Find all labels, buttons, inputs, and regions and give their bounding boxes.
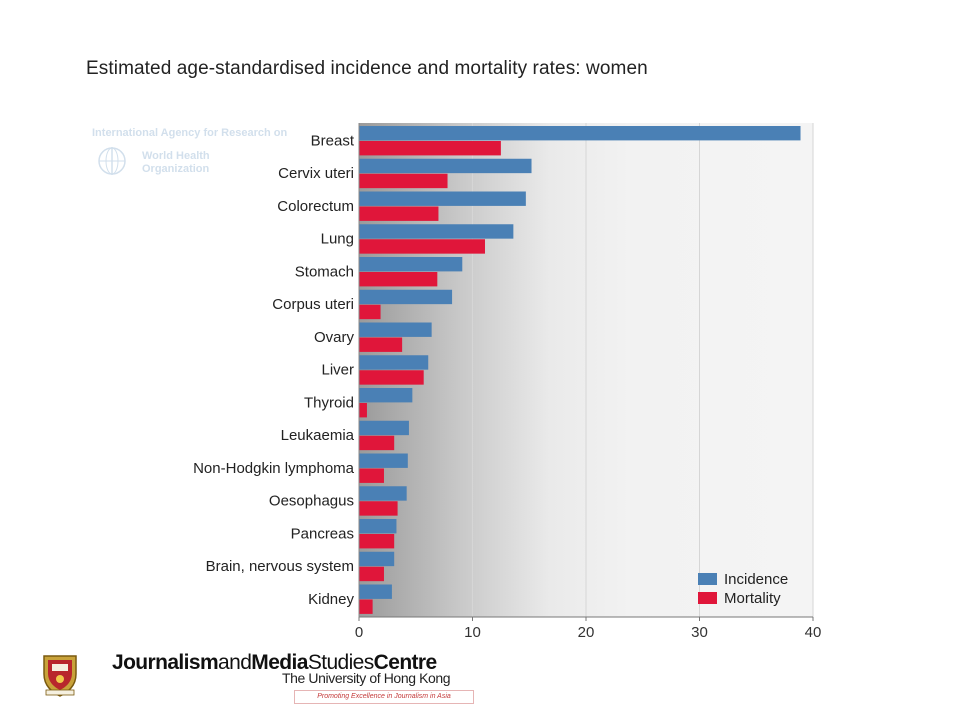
bar-mortality	[359, 435, 395, 451]
watermark-who-line1: World Health	[142, 150, 210, 162]
bar-incidence	[359, 420, 409, 436]
category-label: Non-Hodgkin lymphoma	[193, 460, 355, 477]
brand-part-journalism: Journalism	[112, 651, 219, 674]
bar-incidence	[359, 551, 395, 567]
category-label: Kidney	[308, 591, 354, 608]
legend-swatch-incidence	[698, 573, 717, 585]
bar-incidence	[359, 322, 432, 337]
category-label: Stomach	[295, 263, 354, 280]
footer-tagline: Promoting Excellence in Journalism in As…	[294, 690, 474, 704]
bar-incidence	[359, 355, 429, 370]
bar-incidence	[359, 453, 408, 468]
category-label: Thyroid	[304, 394, 354, 411]
bar-incidence	[359, 519, 397, 534]
category-label: Ovary	[314, 329, 355, 346]
category-label: Liver	[321, 362, 354, 379]
bar-mortality	[359, 566, 384, 582]
category-label: Brain, nervous system	[206, 558, 354, 575]
bar-mortality	[359, 534, 395, 549]
brand-part-and: and	[218, 651, 252, 674]
x-tick-label: 30	[691, 624, 708, 641]
bar-mortality	[359, 337, 403, 352]
bar-mortality	[359, 599, 373, 614]
bar-mortality	[359, 501, 398, 516]
category-label: Corpus uteri	[272, 296, 354, 313]
x-tick-label: 40	[805, 624, 822, 641]
watermark-who-line2: Organization	[142, 163, 210, 175]
legend: Incidence Mortality	[698, 571, 788, 607]
bar-incidence	[359, 584, 392, 599]
brand-part-studies: Studies	[307, 651, 374, 674]
bar-mortality	[359, 468, 384, 483]
bar-mortality	[359, 370, 424, 385]
bar-incidence	[359, 289, 453, 305]
bar-incidence	[359, 126, 801, 141]
bar-mortality	[359, 206, 439, 221]
hku-crest-icon	[40, 652, 80, 698]
brand-part-media: Media	[251, 651, 308, 674]
bar-incidence	[359, 388, 413, 403]
x-axis: 0 10 20 30 40	[355, 123, 822, 641]
category-label: Colorectum	[277, 198, 354, 215]
watermark: International Agency for Research on Wor…	[92, 127, 287, 175]
category-label: Oesophagus	[269, 493, 354, 510]
bar-mortality	[359, 173, 448, 189]
bars	[359, 126, 801, 614]
who-emblem-icon	[98, 147, 126, 175]
bar-mortality	[359, 239, 485, 254]
x-tick-label: 10	[464, 624, 481, 641]
bar-incidence	[359, 257, 463, 272]
bar-mortality	[359, 304, 381, 320]
bar-incidence	[359, 486, 407, 501]
category-labels: Breast Cervix uteri Colorectum Lung Stomach C…	[193, 132, 355, 608]
category-label: Lung	[321, 231, 354, 248]
brand-part-centre: Centre	[373, 651, 438, 674]
legend-swatch-mortality	[698, 592, 717, 604]
bar-incidence	[359, 191, 526, 206]
chart-title: Estimated age-standardised incidence and…	[86, 58, 648, 79]
category-label: Cervix uteri	[278, 165, 354, 182]
bar-mortality	[359, 141, 501, 156]
x-tick-label: 0	[355, 624, 363, 641]
category-label: Pancreas	[291, 525, 354, 542]
bar-incidence	[359, 158, 532, 174]
footer-brand-name: JournalismandMediaStudiesCentre	[112, 651, 437, 675]
bar-mortality	[359, 403, 367, 418]
category-label: Leukaemia	[281, 427, 355, 444]
bar-mortality	[359, 272, 438, 287]
x-tick-label: 20	[578, 624, 595, 641]
footer-university: The University of Hong Kong	[282, 670, 451, 686]
watermark-agency-text: International Agency for Research on	[92, 127, 287, 139]
legend-label-mortality: Mortality	[724, 590, 781, 607]
category-label: Breast	[311, 132, 355, 149]
legend-label-incidence: Incidence	[724, 571, 788, 588]
bar-incidence	[359, 224, 514, 239]
